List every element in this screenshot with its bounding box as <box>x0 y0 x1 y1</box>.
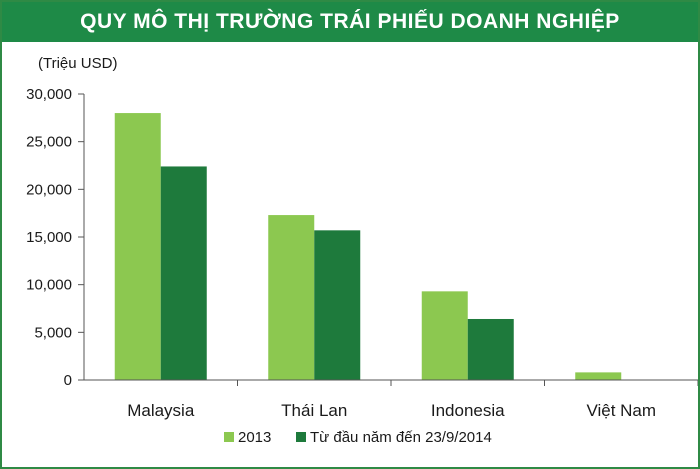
y-tick-label: 25,000 <box>26 134 72 151</box>
y-tick-label: 10,000 <box>26 277 72 294</box>
x-axis: Malaysia Thái Lan Indonesia Việt Nam <box>84 379 698 420</box>
legend-label: 2013 <box>238 429 271 446</box>
bar-series2-1 <box>314 230 361 380</box>
x-category-label: Malaysia <box>127 401 195 420</box>
y-tick-label: 0 <box>64 372 72 389</box>
legend-swatch <box>296 432 306 442</box>
legend: 2013 Từ đầu năm đến 23/9/2014 <box>224 429 492 446</box>
y-axis-label: (Triệu USD) <box>38 55 117 72</box>
bar-series1-1 <box>268 215 315 380</box>
legend-swatch <box>224 432 234 442</box>
x-category-label: Indonesia <box>431 401 505 420</box>
y-tick-label: 20,000 <box>26 181 72 198</box>
x-category-label: Việt Nam <box>586 401 656 420</box>
x-category-label: Thái Lan <box>281 401 347 420</box>
bar-series2-2 <box>467 318 514 380</box>
y-axis: 0 5,000 10,000 15,000 20,000 25,000 30,000 <box>26 86 85 389</box>
y-tick-label: 15,000 <box>26 229 72 246</box>
title-banner: QUY MÔ THỊ TRƯỜNG TRÁI PHIẾU DOANH NGHIỆ… <box>2 2 698 42</box>
bar-series2-0 <box>160 166 207 380</box>
chart-title: QUY MÔ THỊ TRƯỜNG TRÁI PHIẾU DOANH NGHIỆ… <box>80 10 620 33</box>
bar-series1-2 <box>421 291 468 380</box>
y-tick-label: 5,000 <box>34 324 72 341</box>
bar-series1-3 <box>575 372 622 380</box>
y-tick-label: 30,000 <box>26 86 72 103</box>
bar-series1-0 <box>114 113 161 381</box>
bars-group <box>114 113 622 381</box>
legend-label: Từ đầu năm đến 23/9/2014 <box>310 429 492 446</box>
